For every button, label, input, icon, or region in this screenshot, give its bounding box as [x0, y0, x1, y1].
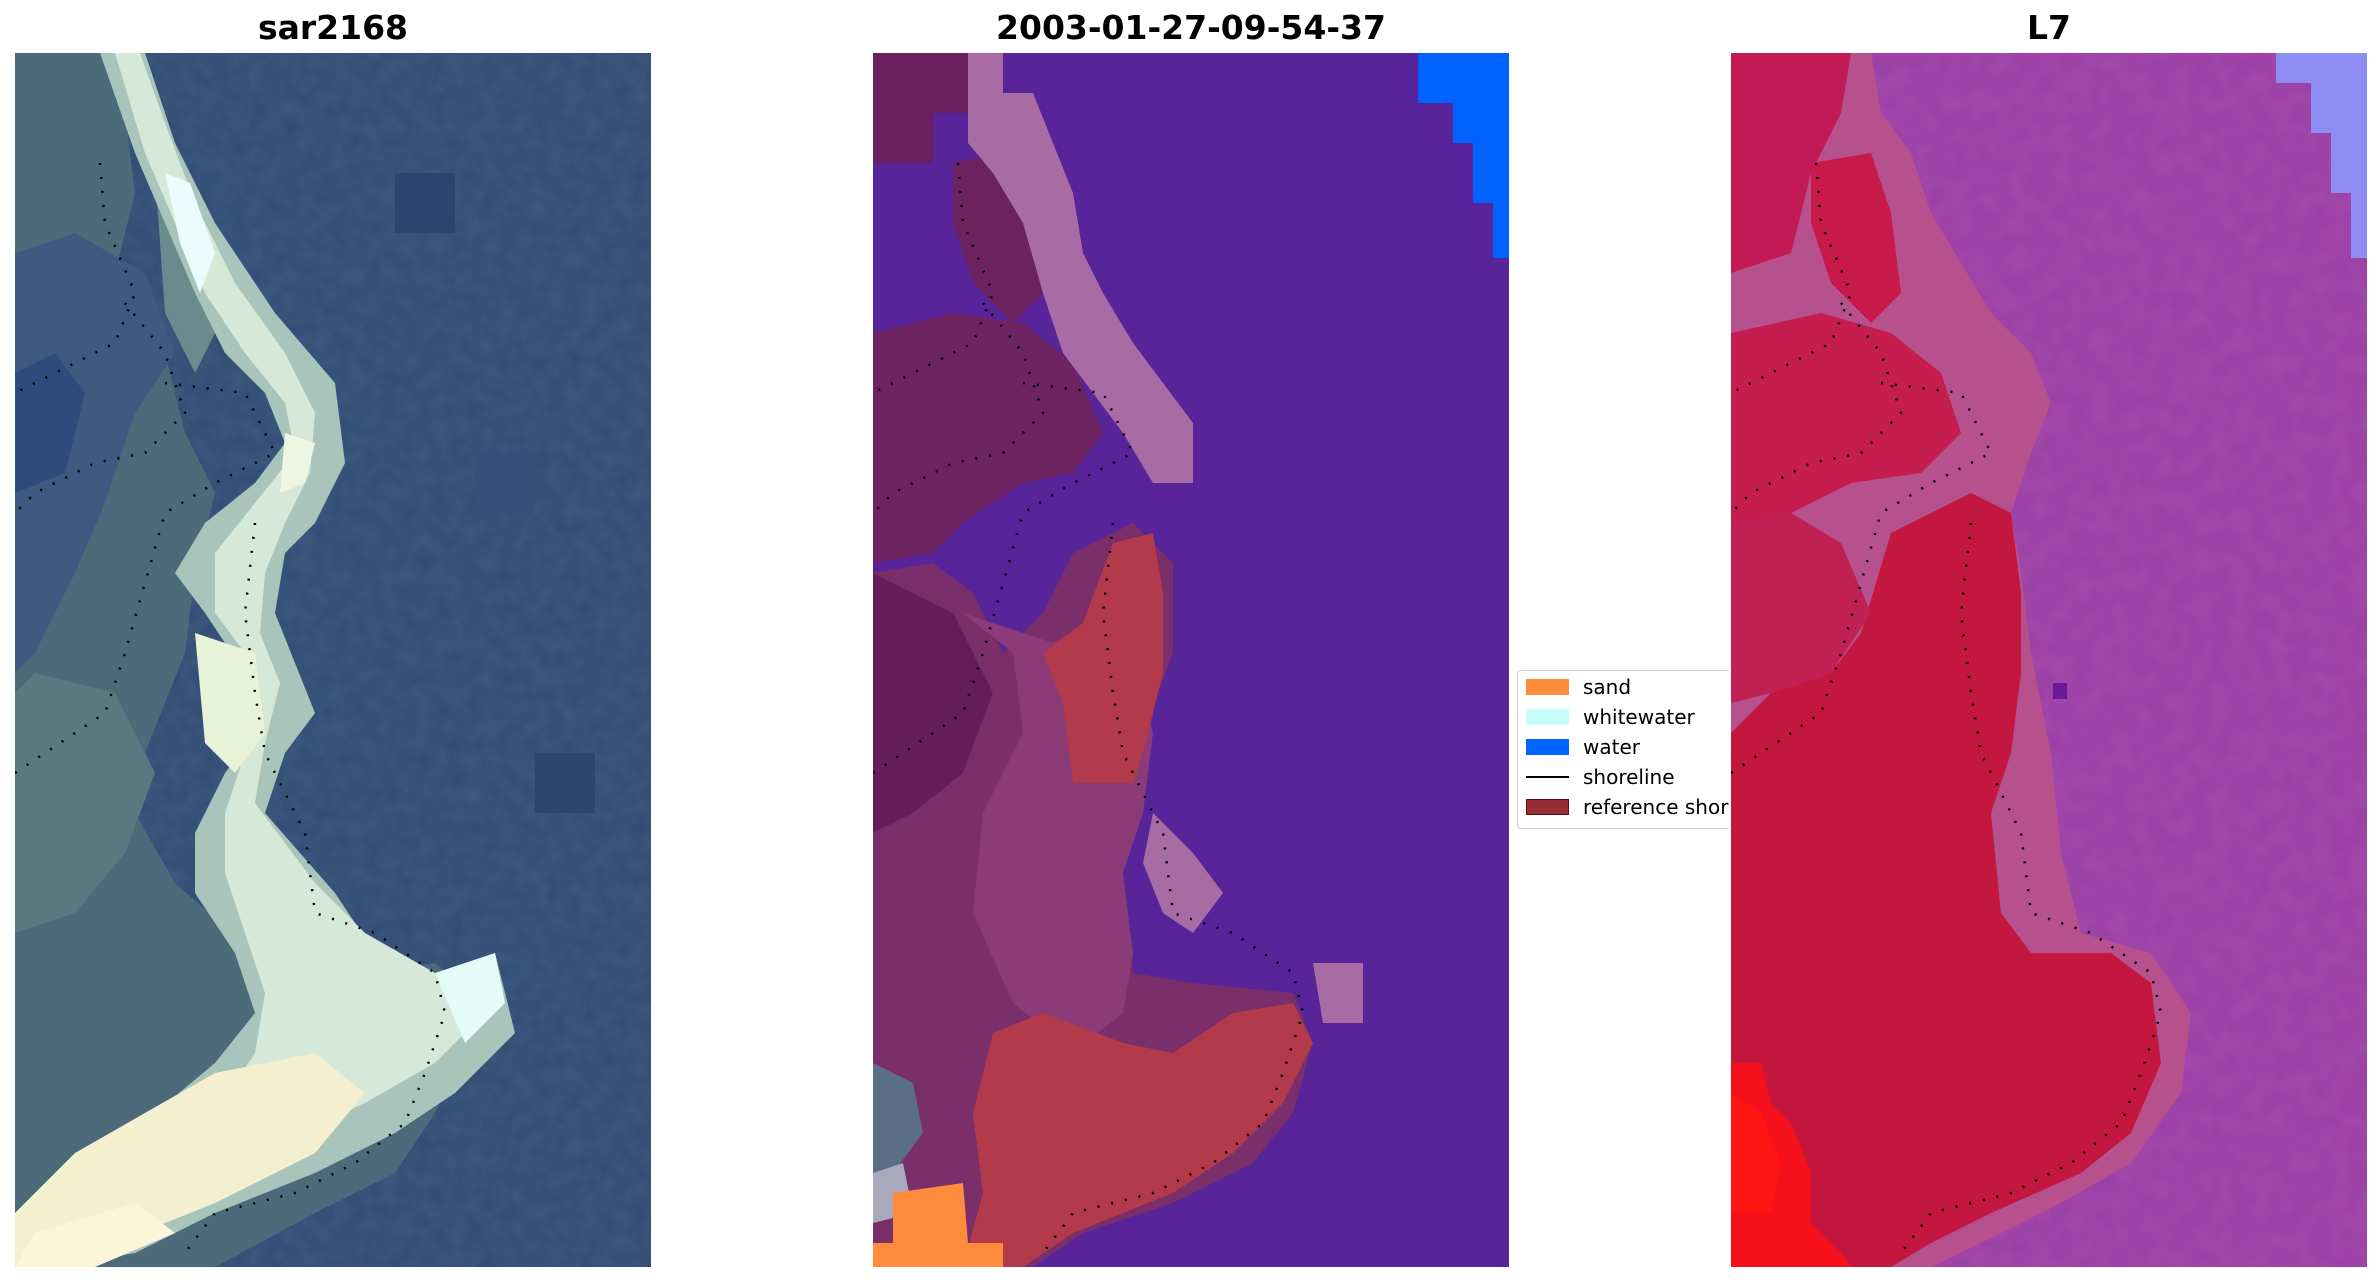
sand-patch: [873, 1183, 1003, 1267]
middle-panel-title: 2003-01-27-09-54-37: [996, 8, 1386, 47]
legend-item-reference-shoreline: reference shoreline: [1526, 795, 1729, 819]
water-swatch: [1526, 739, 1569, 755]
false-color-image-canvas: [1731, 53, 2367, 1267]
shoreline-dots-right: [1731, 162, 2163, 1254]
legend-item-water: water: [1526, 735, 1640, 759]
classified-image: [873, 53, 1509, 1267]
rgb-satellite-image: [15, 53, 651, 1267]
legend-label-sand: sand: [1583, 675, 1632, 699]
rgb-image-canvas: [15, 53, 651, 1267]
shoreline-swatch: [1526, 776, 1569, 778]
sand-swatch: [1526, 679, 1569, 695]
legend-label-whitewater: whitewater: [1583, 705, 1695, 729]
whitewater-swatch: [1526, 709, 1569, 725]
legend-label-reference-shoreline: reference shoreline: [1583, 795, 1729, 819]
legend-label-water: water: [1583, 735, 1640, 759]
water-patch: [1418, 53, 1509, 258]
legend-label-shoreline: shoreline: [1583, 765, 1675, 789]
shoreline-dots: [873, 162, 1305, 1254]
left-panel-title: sar2168: [257, 8, 409, 47]
light-blue-patch: [2276, 53, 2367, 258]
reference-shoreline-swatch: [1526, 799, 1569, 815]
legend: sand whitewater water shoreline referenc…: [1517, 670, 1729, 829]
classified-image-canvas: [873, 53, 1509, 1267]
legend-item-sand: sand: [1526, 675, 1631, 699]
false-color-image: [1731, 53, 2367, 1267]
legend-item-whitewater: whitewater: [1526, 705, 1695, 729]
reference-shoreline-dots: [15, 162, 447, 1254]
legend-item-shoreline: shoreline: [1526, 765, 1675, 789]
right-panel-title: L7: [2027, 8, 2071, 47]
